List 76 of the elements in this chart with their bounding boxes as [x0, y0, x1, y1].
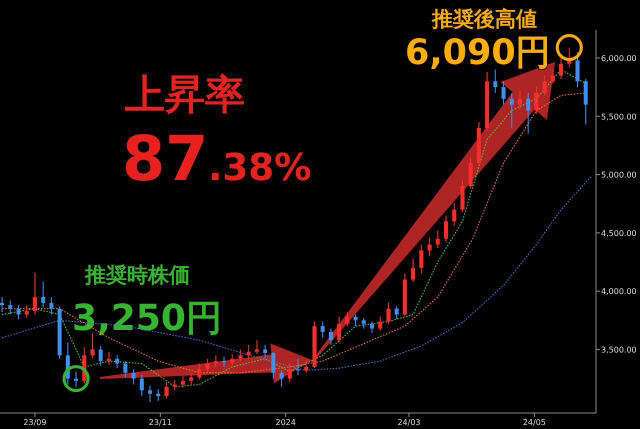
candlestick — [411, 258, 416, 282]
candlestick — [534, 85, 538, 114]
candlestick — [280, 370, 284, 388]
candlestick — [132, 368, 136, 385]
candlestick — [460, 180, 464, 212]
candlestick — [304, 360, 308, 374]
annotation: 87.38% — [122, 122, 312, 195]
annotation: 推奨後高値 — [431, 7, 537, 31]
candlestick — [123, 360, 128, 378]
candlestick — [74, 371, 78, 388]
annotation: 上昇率 — [125, 72, 245, 118]
candlestick — [164, 382, 168, 399]
candlestick — [452, 202, 456, 226]
candlestick — [559, 57, 564, 80]
candlestick — [345, 312, 350, 327]
candlestick — [337, 316, 342, 343]
candlestick — [238, 348, 242, 362]
x-tick-label: 23/11 — [148, 418, 172, 427]
candlestick — [362, 317, 366, 329]
candlestick — [214, 354, 218, 368]
candlestick — [271, 351, 276, 380]
candlestick — [502, 80, 506, 106]
candlestick — [189, 372, 194, 385]
candlestick — [115, 354, 120, 369]
candlestick — [49, 296, 54, 315]
candlestick — [584, 78, 588, 125]
y-tick-label: 4,000.00 — [601, 287, 637, 296]
candlestick — [468, 156, 473, 190]
candlestick — [246, 344, 251, 360]
candlestick — [41, 281, 46, 308]
candlestick — [526, 92, 530, 134]
candlestick — [576, 52, 580, 88]
candlestick — [378, 316, 382, 332]
annotation: 3,250円 — [72, 298, 222, 339]
x-tick-label: 2024 — [275, 418, 296, 427]
candlestick — [140, 374, 144, 397]
candlestick — [550, 69, 555, 84]
candlestick — [354, 314, 358, 327]
annotation: 6,090円 — [405, 33, 551, 73]
candlestick — [254, 340, 259, 355]
candlestick — [419, 244, 424, 274]
candlestick — [197, 362, 202, 380]
candlestick — [98, 345, 103, 366]
candlestick — [510, 92, 514, 128]
y-tick-label: 5,500.00 — [601, 112, 637, 122]
candlestick — [32, 272, 37, 315]
candlestick — [230, 354, 234, 366]
candlestick — [8, 300, 12, 315]
candlestick — [493, 69, 498, 94]
candlestick — [386, 302, 390, 324]
candlestick — [542, 74, 547, 96]
candlestick — [436, 230, 440, 249]
candlestick — [263, 344, 268, 358]
x-tick-label: 24/05 — [522, 418, 546, 427]
candlestick — [320, 320, 325, 338]
candlestick — [370, 320, 374, 334]
candlestick — [180, 376, 185, 388]
candlestick — [428, 237, 432, 257]
y-tick-label: 5,000.00 — [601, 170, 637, 180]
candlestick — [328, 328, 333, 346]
candlestick — [288, 362, 292, 383]
candlestick — [24, 304, 29, 318]
candlestick — [518, 90, 522, 110]
candlestick — [16, 304, 20, 320]
candlestick — [222, 356, 226, 368]
candlestick — [444, 214, 448, 243]
candlestick — [394, 306, 399, 320]
y-tick-label: 6,000.00 — [601, 54, 637, 63]
candlestick — [172, 379, 177, 391]
y-tick-label: 3,500.00 — [601, 345, 637, 354]
x-tick-label: 23/09 — [23, 418, 46, 427]
annotation: 推奨時株価 — [84, 263, 190, 287]
x-tick-label: 24/03 — [397, 418, 421, 427]
candlestick — [148, 385, 152, 402]
y-tick-label: 4,500.00 — [601, 228, 637, 238]
candlestick — [206, 358, 210, 374]
